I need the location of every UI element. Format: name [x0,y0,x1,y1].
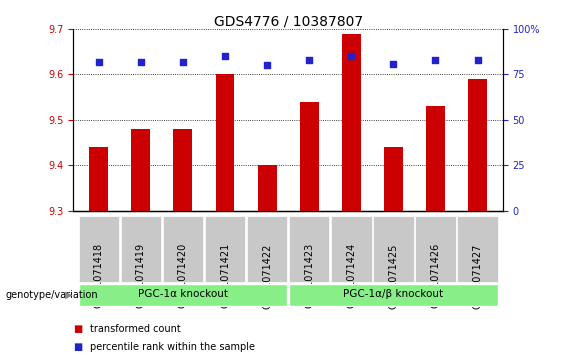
Point [94,59,103,65]
Text: GSM1071426: GSM1071426 [431,243,441,309]
FancyBboxPatch shape [373,216,414,282]
Point [136,59,145,65]
FancyBboxPatch shape [79,284,288,306]
Text: GSM1071420: GSM1071420 [178,243,188,309]
FancyBboxPatch shape [120,216,161,282]
Text: GSM1071423: GSM1071423 [304,243,314,309]
Point [473,57,482,63]
Bar [173,129,192,211]
Text: GSM1071422: GSM1071422 [262,243,272,309]
Bar [258,165,277,211]
Point [179,59,188,65]
FancyBboxPatch shape [331,216,372,282]
Text: GSM1071419: GSM1071419 [136,243,146,308]
Bar [342,33,361,211]
Text: ▶: ▶ [65,290,72,300]
Text: GSM1071421: GSM1071421 [220,243,230,309]
Text: transformed count: transformed count [90,323,181,334]
Point [305,57,314,63]
FancyBboxPatch shape [289,284,498,306]
Text: GSM1071424: GSM1071424 [346,243,357,309]
Text: GSM1071427: GSM1071427 [472,243,483,309]
FancyBboxPatch shape [79,216,119,282]
Bar [384,147,403,211]
Text: GSM1071418: GSM1071418 [94,243,104,308]
Text: ■: ■ [73,323,82,334]
FancyBboxPatch shape [163,216,203,282]
FancyBboxPatch shape [415,216,456,282]
Point [389,61,398,66]
Bar [89,147,108,211]
Point [347,53,356,59]
FancyBboxPatch shape [205,216,245,282]
Point [263,62,272,68]
Text: PGC-1α knockout: PGC-1α knockout [138,289,228,299]
Bar [215,74,234,211]
Text: genotype/variation: genotype/variation [6,290,98,300]
Text: percentile rank within the sample: percentile rank within the sample [90,342,255,352]
FancyBboxPatch shape [289,216,329,282]
Bar [426,106,445,211]
FancyBboxPatch shape [247,216,288,282]
Text: PGC-1α/β knockout: PGC-1α/β knockout [344,289,444,299]
Text: GSM1071425: GSM1071425 [388,243,398,309]
Text: ■: ■ [73,342,82,352]
Point [431,57,440,63]
Bar [131,129,150,211]
Bar [299,102,319,211]
Point [220,53,229,59]
FancyBboxPatch shape [458,216,498,282]
Text: GDS4776 / 10387807: GDS4776 / 10387807 [214,15,363,29]
Bar [468,79,487,211]
